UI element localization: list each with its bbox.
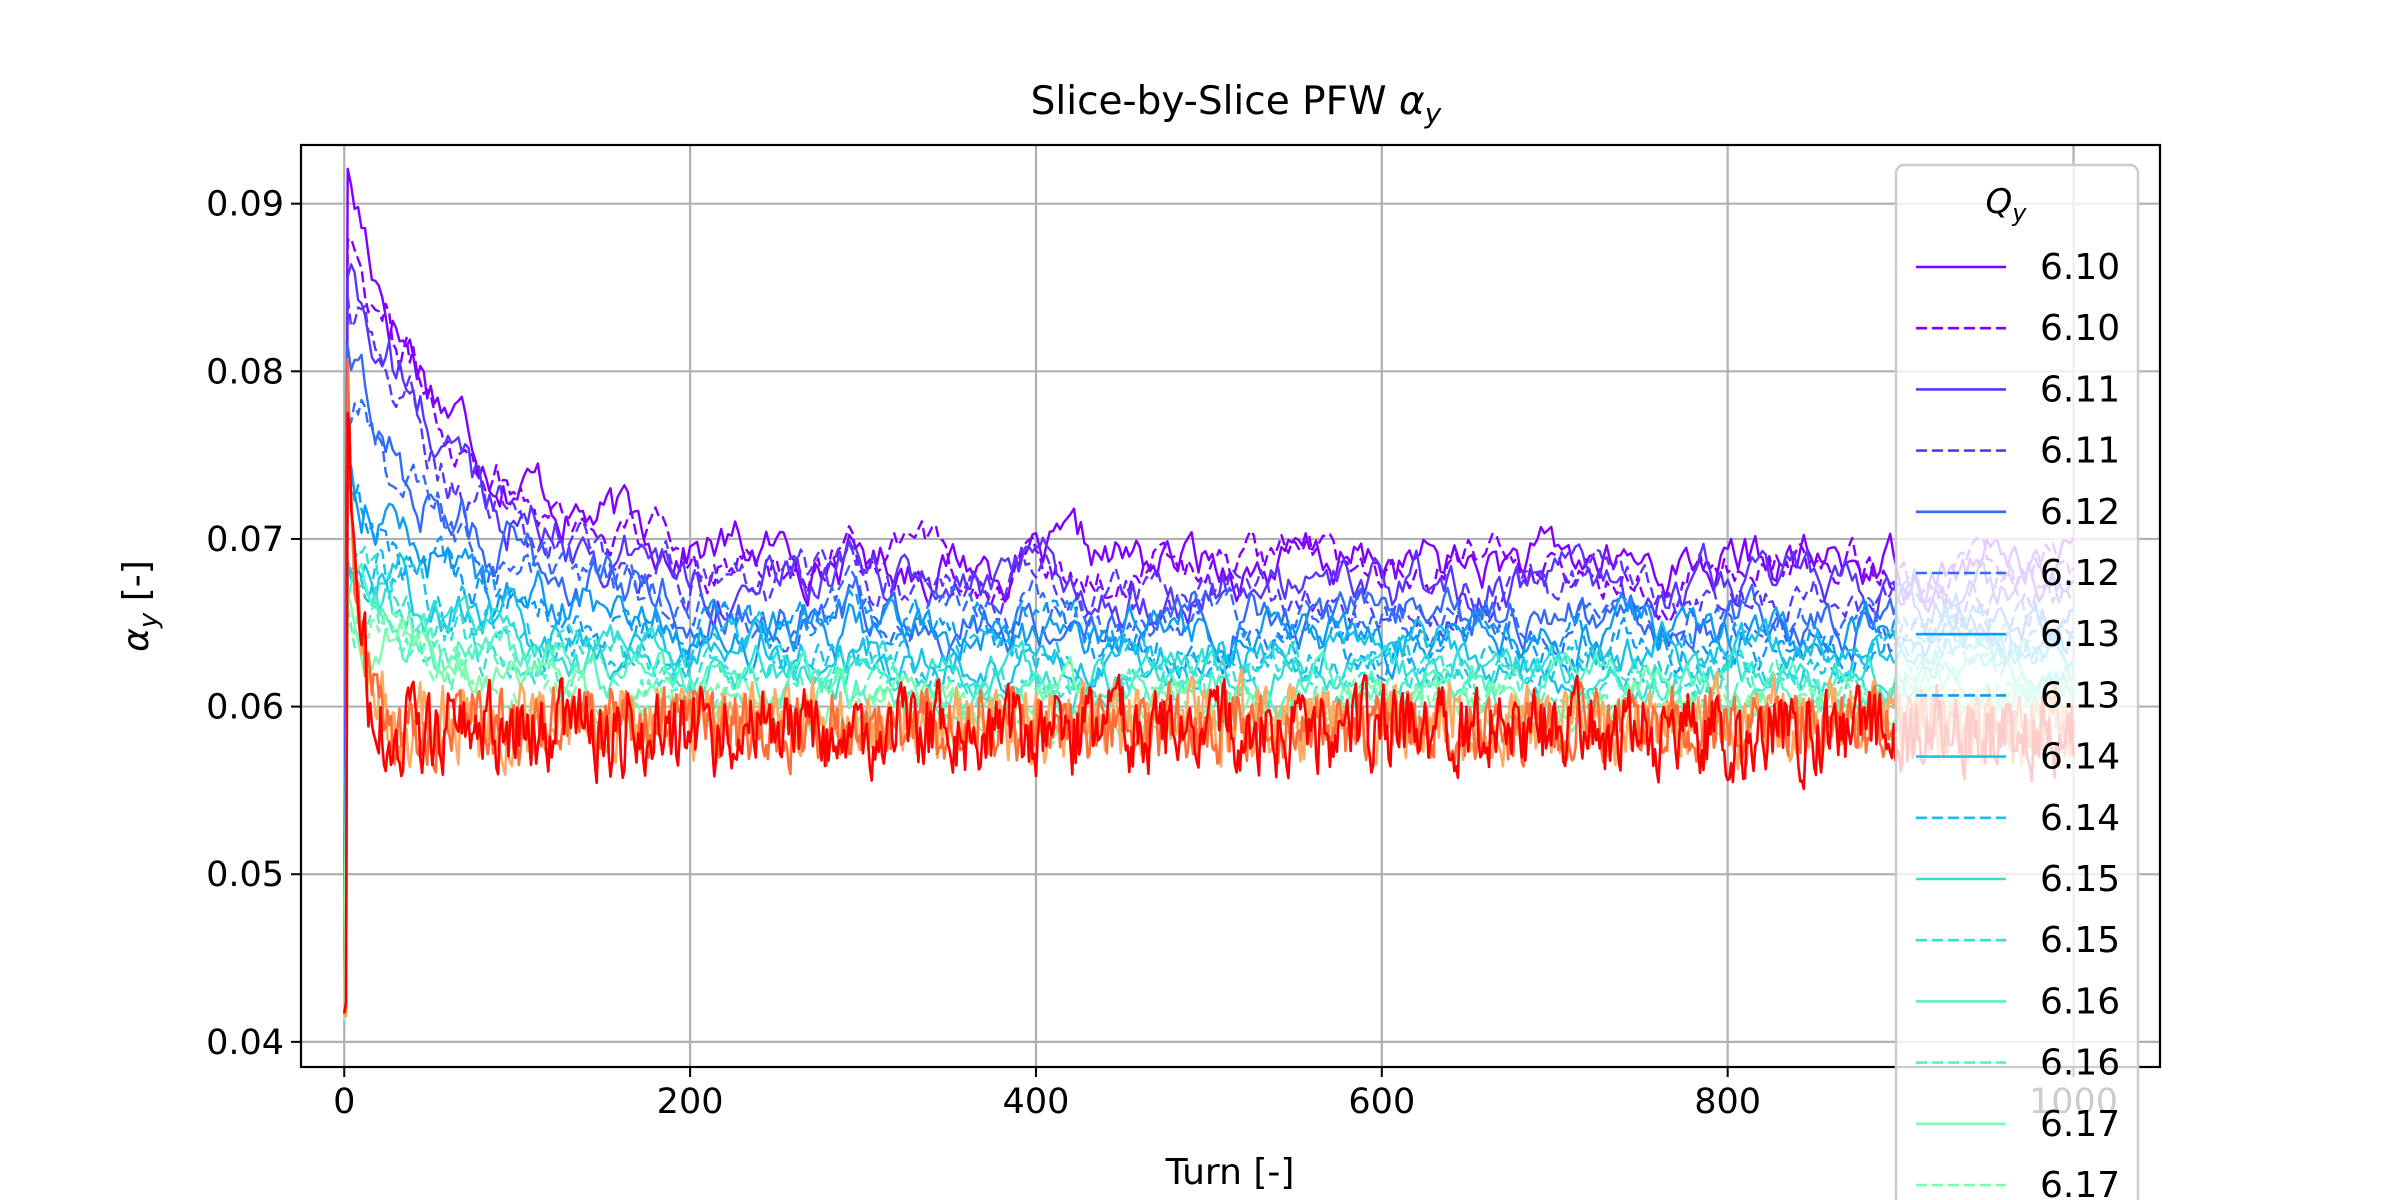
series-line [343, 263, 2075, 1016]
y-tick-label: 0.06 [206, 688, 284, 728]
x-tick-label: 800 [1694, 1082, 1761, 1122]
series-layer [342, 167, 2075, 1026]
y-axis: 0.04 0.05 0.06 0.07 0.08 0.09 [206, 185, 301, 1063]
legend-label: 6.10 [2040, 247, 2120, 288]
x-tick-label: 400 [1003, 1082, 1070, 1122]
legend-entries: 6.10 6.10 6.11 6.11 6.12 6.12 6.13 6.13 6.14 6.14… [1916, 247, 2120, 1200]
legend-label: 6.11 [2040, 431, 2120, 472]
series-line [343, 545, 2075, 1026]
x-axis: 02004006008001000 [333, 1067, 2118, 1122]
legend-label: 6.16 [2040, 1043, 2120, 1084]
series-line [343, 236, 2075, 1018]
y-tick-label: 0.09 [206, 185, 284, 225]
chart-title: Slice-by-Slice PFW αy [1031, 79, 1442, 130]
x-tick-label: 200 [657, 1082, 724, 1122]
legend-label: 6.16 [2040, 981, 2120, 1022]
series-line [343, 464, 2075, 1009]
series-line [342, 411, 2075, 1014]
series-line [343, 562, 2075, 1024]
legend-label: 6.15 [2040, 920, 2120, 961]
legend-label: 6.15 [2040, 859, 2120, 900]
legend-label: 6.10 [2040, 308, 2120, 349]
legend-label: 6.12 [2040, 492, 2120, 533]
series-line [343, 398, 2075, 1011]
series-line [343, 167, 2075, 1020]
legend-label: 6.11 [2040, 369, 2120, 410]
legend-label: 6.14 [2040, 798, 2120, 839]
y-tick-label: 0.04 [206, 1023, 284, 1063]
y-axis-label: αy [-] [116, 560, 164, 652]
y-tick-label: 0.05 [206, 855, 284, 895]
x-axis-label: Turn [-] [1165, 1152, 1295, 1193]
plot-frame [299, 143, 2162, 1069]
legend-label: 6.17 [2040, 1165, 2120, 1200]
legend-label: 6.13 [2040, 614, 2120, 655]
x-tick-label: 600 [1348, 1082, 1415, 1122]
series-line [343, 476, 2075, 1007]
legend-title: Qy [1986, 182, 2028, 227]
legend-label: 6.13 [2040, 675, 2120, 716]
x-tick-label: 0 [333, 1082, 355, 1122]
legend: Qy 6.106.106.116.116.126.126.136.136.146… [1894, 163, 2140, 1200]
legend-label: 6.17 [2040, 1104, 2120, 1145]
legend-label: 6.14 [2040, 737, 2120, 778]
y-tick-label: 0.08 [206, 352, 284, 392]
y-tick-label: 0.07 [206, 520, 284, 560]
series-line [343, 552, 2075, 1006]
series-line [343, 547, 2075, 1004]
legend-label: 6.12 [2040, 553, 2120, 594]
